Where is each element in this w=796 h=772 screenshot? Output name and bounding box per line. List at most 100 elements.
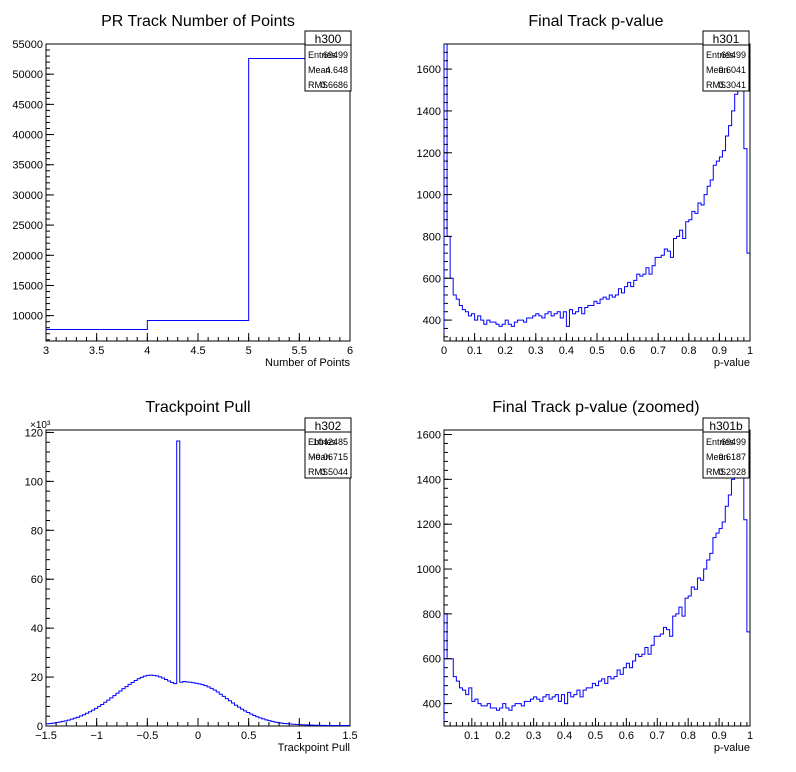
y-tick-label: 1000	[417, 564, 441, 576]
histogram-panel-4: Final Track p-value (zoomed) 0.1 0.2 0.3 0.4…	[417, 399, 754, 754]
x-tick-label: 0.3	[528, 345, 543, 357]
histogram-series	[443, 447, 750, 726]
stats-value-mean: 0.6041	[718, 65, 746, 75]
y-tick-label: 400	[423, 699, 441, 711]
x-tick-label: 0.1	[467, 345, 482, 357]
x-tick-label: 0.4	[559, 345, 574, 357]
x-tick-label: 0.2	[495, 730, 510, 742]
stats-label-mean: Mean	[308, 65, 331, 75]
stats-value-rms: 0.6686	[320, 80, 348, 90]
y-tick-label: 20000	[12, 250, 43, 262]
stats-label-mean: Mean	[308, 452, 331, 462]
y-tick-label: 800	[423, 609, 441, 621]
stats-box-frame	[304, 30, 352, 92]
x-tick-label: 0.7	[650, 730, 665, 742]
y-tick-label: 1600	[417, 429, 441, 441]
y-tick-label: 1400	[417, 106, 441, 118]
y-tick-label: 0	[37, 721, 43, 733]
stats-label-rms: RMS	[308, 80, 328, 90]
y-exponent-label: ×10³	[30, 420, 51, 431]
y-tick-label: 400	[423, 315, 441, 327]
y-tick-label: 55000	[12, 39, 43, 51]
stats-value-mean: 4.648	[325, 65, 348, 75]
stats-name: h301	[713, 32, 740, 46]
stats-value-mean: 0.6187	[718, 452, 746, 462]
y-tick-label: 1200	[417, 148, 441, 160]
x-tick-label: 4	[144, 345, 150, 357]
stats-label-mean: Mean	[706, 65, 729, 75]
chart-title: Trackpoint Pull	[145, 399, 250, 416]
x-tick-label: 3	[43, 345, 49, 357]
stats-box-frame	[304, 417, 352, 479]
x-axis-title: Number of Points	[265, 357, 350, 369]
stats-value-rms: 0.5044	[320, 467, 348, 477]
stats-label-entries: Entries	[706, 50, 735, 60]
x-tick-label: 0.2	[498, 345, 513, 357]
stats-label-rms: RMS	[706, 80, 726, 90]
y-tick-label: 100	[25, 476, 43, 488]
stats-value-rms: 0.3041	[718, 80, 746, 90]
x-tick-label: 0.1	[464, 730, 479, 742]
x-tick-label: 0.6	[620, 345, 635, 357]
stats-value-entries: 69499	[721, 437, 746, 447]
stats-box-frame	[702, 30, 750, 92]
y-tick-label: 40	[31, 623, 43, 635]
x-axis: 3 3.5 4 4.5 5 5.5 6	[43, 333, 353, 357]
y-tick-label: 600	[423, 273, 441, 285]
y-tick-label: 15000	[12, 280, 43, 292]
x-tick-label: 0.7	[651, 345, 666, 357]
stats-value-entries: 69499	[721, 50, 746, 60]
y-axis: 400 600 800 1000 1200 1400 1600	[417, 429, 452, 723]
stats-label-mean: Mean	[706, 452, 729, 462]
x-tick-label: 1	[296, 730, 302, 742]
x-axis-title: p-value	[714, 357, 750, 369]
y-tick-label: 25000	[12, 220, 43, 232]
histogram-series	[443, 43, 750, 341]
x-tick-label: 0.5	[589, 345, 604, 357]
y-tick-label: 1200	[417, 519, 441, 531]
chart-title: PR Track Number of Points	[101, 13, 295, 30]
x-tick-label: 0.4	[557, 730, 572, 742]
histogram-panel-1: PR Track Number of Points 3 3.5 4 4.5 5 5.5 6 10…	[12, 13, 353, 369]
x-tick-label: 0.6	[619, 730, 634, 742]
x-axis-title: Trackpoint Pull	[278, 742, 350, 754]
chart-title: Final Track p-value	[528, 13, 663, 30]
plot-frame	[45, 43, 351, 342]
stats-label-entries: Entries	[308, 50, 337, 60]
x-axis-title: p-value	[714, 742, 750, 754]
y-tick-label: 60	[31, 574, 43, 586]
y-axis: 10000 15000 20000 25000 30000 35000 40000 45000…	[12, 39, 54, 341]
x-tick-label: −1.5	[35, 730, 57, 742]
y-tick-label: 800	[423, 231, 441, 243]
y-tick-label: 50000	[12, 69, 43, 81]
stats-value-entries: 69499	[323, 50, 348, 60]
stats-name: h300	[315, 32, 342, 46]
stats-label-rms: RMS	[706, 467, 726, 477]
y-axis: 0 20 40 60 80 100 120×10³	[25, 420, 54, 733]
x-axis: 0 0.1 0.2 0.3 0.4 0.5 0.6 0.7 0.8 0.9 1	[441, 333, 753, 357]
x-tick-label: 0.9	[712, 345, 727, 357]
x-tick-label: 3.5	[89, 345, 104, 357]
y-tick-label: 45000	[12, 99, 43, 111]
x-tick-label: 0.9	[711, 730, 726, 742]
stats-box-frame	[702, 417, 750, 479]
y-tick-label: 10000	[12, 311, 43, 323]
x-tick-label: 5	[246, 345, 252, 357]
y-tick-label: 20	[31, 672, 43, 684]
x-tick-label: 4.5	[190, 345, 205, 357]
stats-label-entries: Entries	[706, 437, 735, 447]
x-tick-label: 1	[747, 345, 753, 357]
x-tick-label: 0.3	[526, 730, 541, 742]
x-tick-label: 0	[195, 730, 201, 742]
histogram-series	[45, 440, 350, 727]
x-tick-label: 1	[747, 730, 753, 742]
y-tick-label: 120	[25, 427, 43, 439]
y-tick-label: 1400	[417, 474, 441, 486]
stats-value-mean: −0.06715	[310, 452, 348, 462]
x-tick-label: 0.8	[681, 345, 696, 357]
stats-value-entries: 1042485	[313, 437, 348, 447]
y-tick-label: 40000	[12, 130, 43, 142]
